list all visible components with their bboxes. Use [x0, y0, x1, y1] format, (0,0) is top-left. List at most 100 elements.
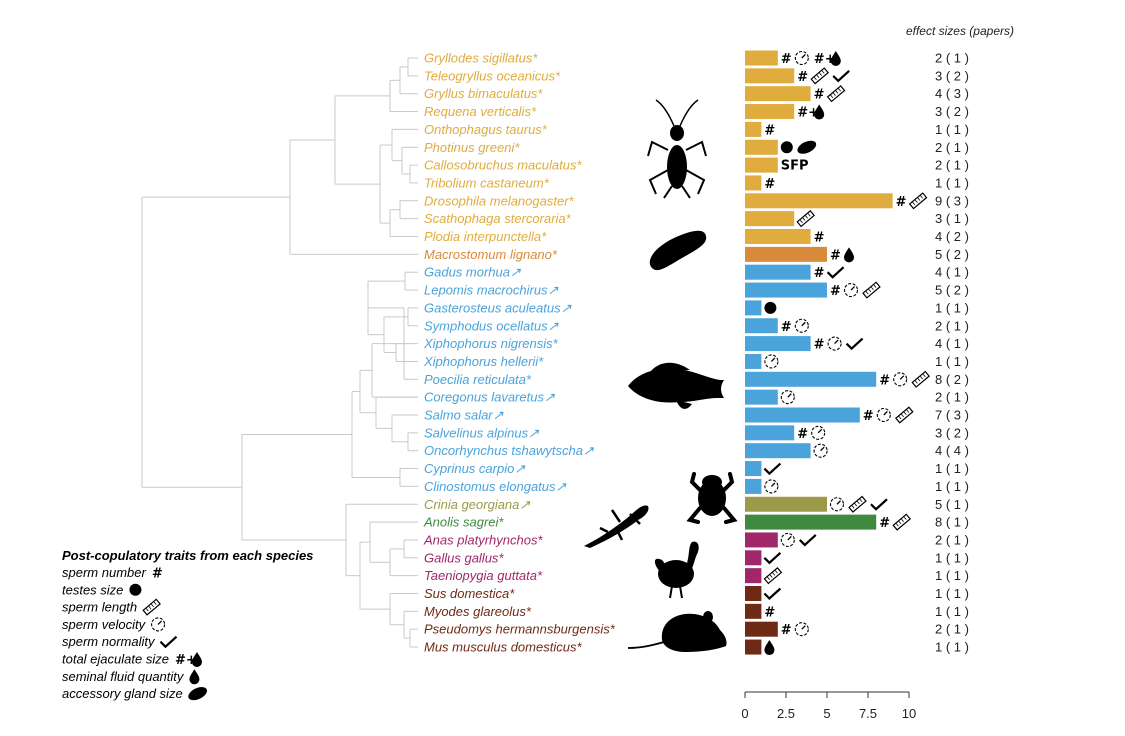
effect-count-xiphophorus-hellerii: 1 ( 1 ) — [935, 354, 969, 369]
trait-normality-icon — [763, 462, 782, 476]
bar-xiphophorus-nigrensis — [745, 336, 811, 352]
trait-length-icon — [862, 281, 881, 299]
x-axis: 0 2.5 5 7.5 10 — [741, 691, 916, 721]
svg-text:#+: #+ — [175, 653, 197, 668]
trait-gland-icon — [188, 687, 208, 701]
svg-text:#: # — [781, 52, 792, 67]
trait-length-icon — [826, 85, 846, 103]
bar-tribolium-castaneum — [745, 175, 762, 191]
bar-gadus-morhua — [745, 264, 811, 280]
svg-text:#: # — [152, 567, 163, 582]
cricket-silhouette — [647, 99, 707, 199]
svg-text:#: # — [764, 123, 775, 138]
bar-symphodus-ocellatus — [745, 318, 778, 334]
species-label-clinostomus-elongatus: Clinostomus elongatus↗ — [424, 479, 567, 494]
x-tick-label: 10 — [902, 706, 916, 721]
effect-count-oncorhynchus-tshawytscha: 4 ( 4 ) — [935, 443, 969, 458]
bar-gallus-gallus — [745, 550, 762, 566]
bar-requena-verticalis — [745, 104, 795, 120]
trait-length-icon — [892, 513, 911, 531]
bar-photinus-greeni — [745, 139, 778, 155]
trait-testes-icon — [780, 141, 793, 154]
svg-text:#: # — [863, 409, 874, 424]
species-label-onthophagus-taurus: Onthophagus taurus* — [424, 122, 548, 137]
effect-count-gryllus-bimaculatus: 4 ( 3 ) — [935, 86, 969, 101]
species-label-gallus-gallus: Gallus gallus* — [424, 550, 504, 565]
trait-number-icon: # — [830, 284, 841, 299]
trait-length-icon — [763, 567, 783, 585]
effect-size-labels: 2 ( 1 ) 3 ( 2 ) 4 ( 3 ) 3 ( 2 ) 1 ( 1 ) 2 ( 1… — [935, 51, 969, 655]
effect-count-lepomis-macrochirus: 5 ( 2 ) — [935, 283, 969, 298]
effect-count-sus-domestica: 1 ( 1 ) — [935, 586, 969, 601]
svg-text:#: # — [797, 70, 808, 85]
bar-onthophagus-taurus — [745, 121, 762, 137]
svg-text:#: # — [879, 516, 890, 531]
trait-number-icon: # — [781, 52, 792, 67]
legend-item-velocity: sperm velocity — [62, 617, 147, 632]
trait-length-icon — [911, 370, 930, 388]
trait-velocity-icon — [780, 532, 795, 548]
effect-count-symphodus-ocellatus: 2 ( 1 ) — [935, 318, 969, 333]
effect-count-salvelinus-alpinus: 3 ( 2 ) — [935, 425, 969, 440]
trait-number-icon: # — [879, 373, 890, 388]
trait-length-icon — [796, 210, 815, 228]
trait-velocity-icon — [780, 390, 795, 405]
species-label-scathophaga-stercoraria: Scathophaga stercoraria* — [424, 211, 572, 226]
bar-salmo-salar — [745, 407, 860, 423]
trait-velocity-icon — [843, 282, 859, 298]
svg-text:#+: #+ — [797, 106, 819, 121]
svg-text:#: # — [781, 623, 792, 638]
bar-macrostomum-lignano — [745, 246, 827, 262]
bar-cyprinus-carpio — [745, 461, 762, 477]
legend-title: Post-copulatory traits from each species — [62, 548, 313, 563]
effect-count-anolis-sagrei: 8 ( 1 ) — [935, 515, 969, 530]
chicken-silhouette — [654, 541, 699, 599]
x-tick-label: 2.5 — [777, 706, 795, 721]
effect-count-plodia-interpunctella: 4 ( 2 ) — [935, 229, 969, 244]
effect-count-xiphophorus-nigrensis: 4 ( 1 ) — [935, 336, 969, 351]
trait-normality-icon — [832, 70, 850, 83]
species-label-plodia-interpunctella: Plodia interpunctella* — [424, 229, 547, 244]
svg-text:SFP: SFP — [781, 159, 809, 174]
effect-count-photinus-greeni: 2 ( 1 ) — [935, 140, 969, 155]
lizard-silhouette — [584, 505, 649, 548]
legend-item-length: sperm length — [62, 600, 137, 615]
effect-count-taeniopygia-guttata: 1 ( 1 ) — [935, 568, 969, 583]
bar-oncorhynchus-tshawytscha — [745, 443, 811, 459]
species-label-coregonus-lavaretus: Coregonus lavaretus↗ — [424, 390, 555, 405]
bar-drosophila-melanogaster — [745, 193, 893, 209]
effect-count-requena-verticalis: 3 ( 2 ) — [935, 104, 969, 119]
bar-gasterosteus-aculeatus — [745, 300, 762, 316]
x-tick-label: 7.5 — [859, 706, 877, 721]
species-label-cyprinus-carpio: Cyprinus carpio↗ — [424, 461, 525, 476]
species-label-gasterosteus-aculeatus: Gasterosteus aculeatus↗ — [424, 300, 572, 315]
svg-text:#: # — [879, 373, 890, 388]
species-label-salvelinus-alpinus: Salvelinus alpinus↗ — [424, 425, 539, 440]
effect-sizes-header: effect sizes (papers) — [906, 24, 1014, 38]
bar-mus-musculus-domesticus — [745, 639, 762, 655]
trait-number-icon: # — [814, 88, 825, 103]
trait-ejaculate-icon: #+ — [175, 652, 202, 668]
svg-text:#: # — [814, 231, 825, 246]
trait-testes-icon — [764, 301, 777, 314]
trait-velocity-icon — [151, 617, 166, 632]
trait-number-icon: # — [797, 427, 808, 442]
species-label-drosophila-melanogaster: Drosophila melanogaster* — [424, 193, 575, 208]
trait-number-icon: # — [781, 623, 792, 638]
effect-count-onthophagus-taurus: 1 ( 1 ) — [935, 122, 969, 137]
species-label-xiphophorus-hellerii: Xiphophorus hellerii* — [423, 354, 544, 369]
trait-velocity-icon — [764, 479, 779, 494]
svg-text:#+: #+ — [814, 52, 836, 67]
species-label-callosobruchus-maculatus: Callosobruchus maculatus* — [424, 158, 582, 173]
trait-ejaculate-icon: #+ — [814, 51, 841, 67]
trait-velocity-icon — [794, 622, 809, 637]
bar-gryllodes-sigillatus — [745, 50, 778, 66]
bar-lepomis-macrochirus — [745, 282, 827, 298]
trait-ejaculate-icon: #+ — [797, 104, 825, 121]
bar-xiphophorus-hellerii — [745, 353, 762, 369]
svg-text:#: # — [814, 266, 825, 281]
trait-velocity-icon — [876, 407, 891, 423]
trait-number-icon: # — [896, 195, 907, 210]
trait-normality-icon — [845, 337, 864, 351]
trait-length-icon — [810, 67, 829, 85]
